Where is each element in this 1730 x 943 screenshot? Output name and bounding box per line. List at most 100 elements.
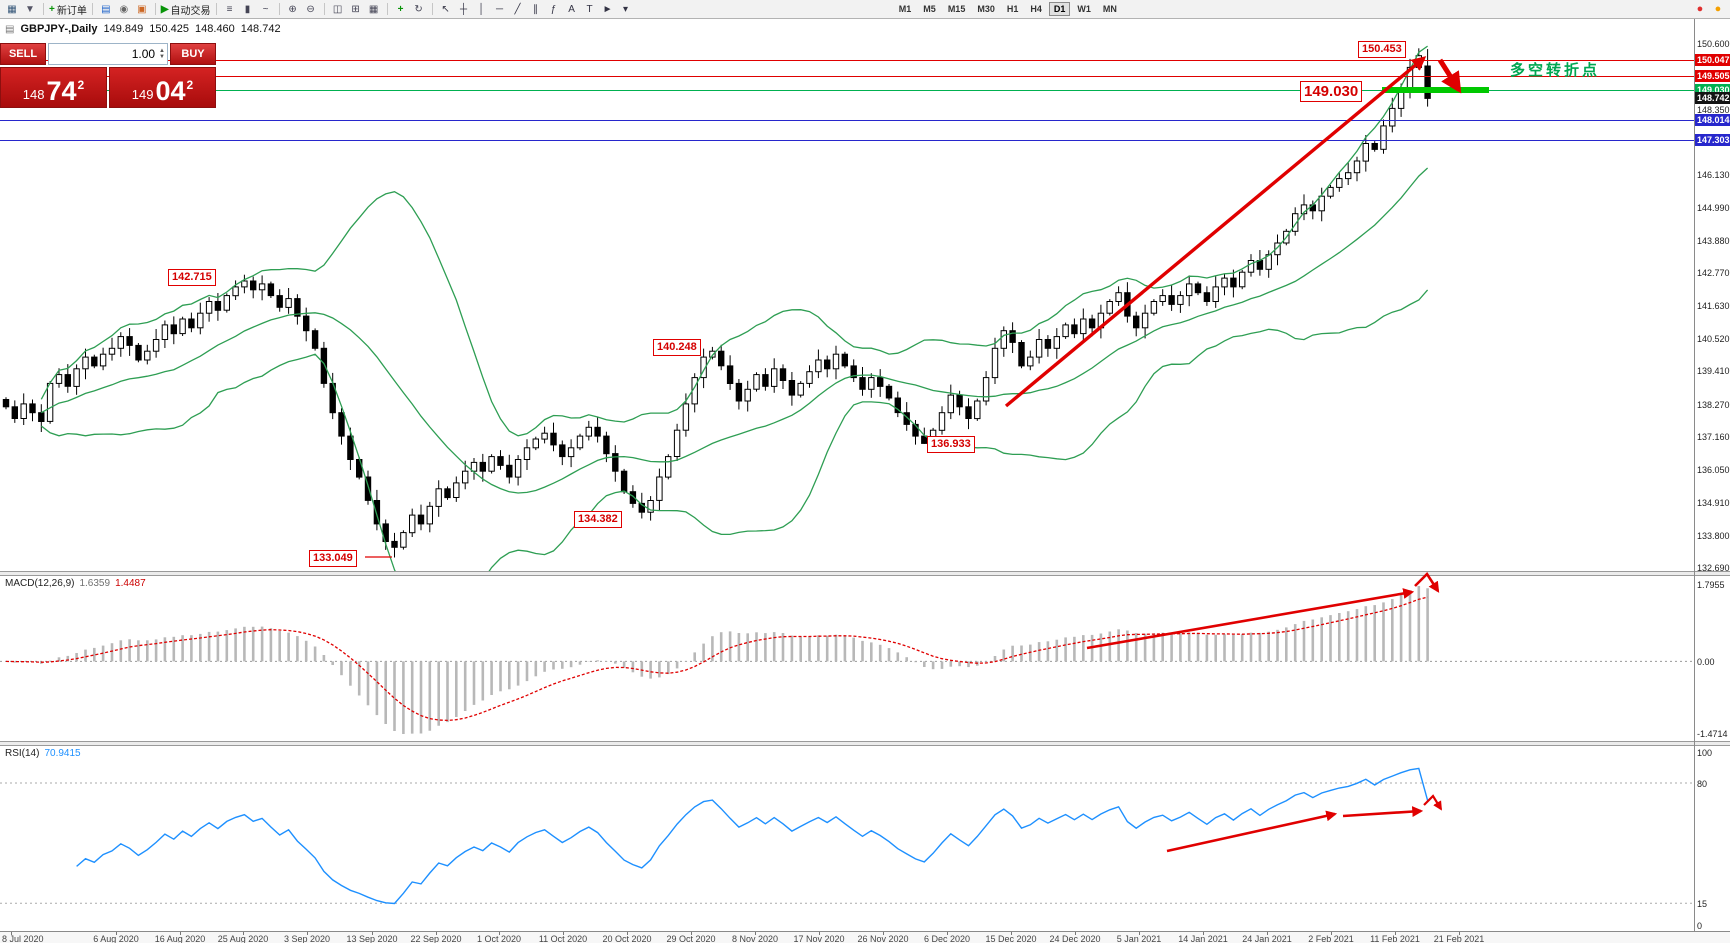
volume-down-icon[interactable]: ▼: [159, 54, 165, 60]
time-label-8: 11 Oct 2020: [538, 934, 588, 943]
time-tick: [1331, 932, 1332, 935]
terminal-icon[interactable]: ▣: [137, 3, 147, 15]
sell-price-button[interactable]: 148 74 2: [0, 67, 107, 108]
shapes-icon[interactable]: ►: [602, 3, 613, 15]
line-chart-icon[interactable]: ~: [262, 3, 269, 15]
axis-tag-148.014: 148.014: [1695, 114, 1730, 126]
hline-149.03[interactable]: [0, 90, 1694, 91]
toolbar: ▦ ▼ + 新订单 ▤ ◉ ▣ ▶ 自动交易 ≡ ▮ ~ ⊕ ⊖ ◫ ⊞ ▦ + ↻ ↖ ┼ │ ─ ╱ ∥ ƒ A T ► ▾ M1 M5 M…: [0, 0, 1730, 19]
price-callout-150.453[interactable]: 150.453: [1358, 41, 1406, 58]
buy-price-button[interactable]: 149 04 2: [109, 67, 216, 108]
price-axis[interactable]: 150.600 148.350 146.130 144.990 143.880 142.7…: [1694, 19, 1730, 931]
zoom-out-icon[interactable]: ⊖: [306, 3, 315, 15]
axis-price-139.410: 139.410: [1697, 366, 1730, 376]
time-tick: [627, 932, 628, 935]
hline-147.303[interactable]: [0, 140, 1694, 141]
axis-price-138.270: 138.270: [1697, 400, 1730, 410]
vertical-line-icon[interactable]: │: [478, 3, 485, 15]
volume-stepper[interactable]: ▲ ▼: [159, 48, 165, 60]
tf-d1[interactable]: D1: [1048, 2, 1071, 16]
refresh-icon[interactable]: ↻: [414, 3, 423, 15]
account-status-icon[interactable]: ●: [1714, 3, 1722, 15]
ohlc-low: 148.460: [195, 23, 235, 35]
time-label-20: 2 Feb 2021: [1308, 934, 1354, 943]
price-callout-134.382[interactable]: 134.382: [574, 511, 622, 528]
volume-input[interactable]: 1.00 ▲ ▼: [48, 43, 168, 65]
label-icon[interactable]: T: [586, 3, 593, 15]
ohlc-close: 148.742: [240, 23, 281, 35]
tf-m15[interactable]: M15: [947, 4, 966, 14]
price-callout-136.933[interactable]: 136.933: [927, 436, 975, 453]
price-callout-149.030[interactable]: 149.030: [1300, 81, 1363, 102]
panel-divider[interactable]: [0, 741, 1730, 746]
crosshair-icon[interactable]: ┼: [460, 3, 468, 15]
cursor-icon[interactable]: ↖: [441, 3, 450, 15]
rsi-indicator-panel[interactable]: RSI(14) 70.9415: [0, 746, 1694, 931]
time-label-9: 20 Oct 2020: [602, 934, 652, 943]
macd-axis-zero: 0.00: [1697, 657, 1715, 667]
tf-m30[interactable]: M30: [977, 4, 995, 14]
axis-tag-149.505: 149.505: [1695, 70, 1730, 82]
tf-m5[interactable]: M5: [923, 4, 936, 14]
fibonacci-icon[interactable]: ƒ: [550, 3, 557, 15]
volume-up-icon[interactable]: ▲: [159, 48, 165, 54]
alert-icon[interactable]: ●: [1696, 3, 1704, 15]
add-indicator-icon[interactable]: +: [397, 3, 404, 15]
profiles-icon[interactable]: ▼: [25, 3, 35, 15]
bar-chart-icon[interactable]: ≡: [226, 3, 233, 15]
axis-tag-150.047: 150.047: [1695, 54, 1730, 66]
rsi-axis-100: 100: [1697, 748, 1713, 758]
sell-button[interactable]: SELL: [0, 43, 46, 65]
tile-windows-icon[interactable]: ◫: [332, 3, 343, 15]
time-tick: [1075, 932, 1076, 935]
tf-mn[interactable]: MN: [1102, 4, 1117, 14]
time-tick: [372, 932, 373, 935]
panel-divider[interactable]: [0, 571, 1730, 576]
candlestick-icon[interactable]: ▮: [244, 3, 251, 15]
market-watch-icon[interactable]: ▤: [101, 3, 111, 15]
channel-icon[interactable]: ∥: [533, 3, 539, 15]
shapes-dropdown-icon[interactable]: ▾: [623, 3, 629, 15]
time-tick: [243, 932, 244, 935]
new-chart-icon[interactable]: ▦: [7, 3, 17, 15]
tf-h4[interactable]: H4: [1030, 4, 1042, 14]
hline-150.047[interactable]: [0, 60, 1694, 61]
trendline-icon[interactable]: ╱: [514, 3, 521, 15]
axis-tag-148.742: 148.742: [1695, 92, 1730, 104]
tf-m1[interactable]: M1: [898, 4, 912, 14]
grid-icon[interactable]: ▦: [368, 3, 379, 15]
text-icon[interactable]: A: [568, 3, 575, 15]
axis-price-148.350: 148.350: [1697, 105, 1730, 115]
hline-148.014[interactable]: [0, 120, 1694, 121]
price-callout-140.248[interactable]: 140.248: [653, 339, 701, 356]
tf-h1[interactable]: H1: [1006, 4, 1019, 14]
time-tick: [883, 932, 884, 935]
chart-note-text[interactable]: 多空转折点: [1510, 62, 1601, 79]
price-callout-133.049[interactable]: 133.049: [309, 550, 357, 567]
time-tick: [1203, 932, 1204, 935]
time-label-0: 8 Jul 2020: [2, 934, 44, 943]
macd-indicator-panel[interactable]: MACD(12,26,9) 1.6359 1.4487: [0, 576, 1694, 741]
horizontal-line-icon[interactable]: ─: [496, 3, 504, 15]
macd-label: MACD(12,26,9) 1.6359 1.4487: [5, 578, 146, 589]
zoom-in-icon[interactable]: ⊕: [288, 3, 297, 15]
price-callout-142.715[interactable]: 142.715: [168, 269, 216, 286]
cascade-windows-icon[interactable]: ⊞: [351, 3, 360, 15]
time-tick: [1459, 932, 1460, 935]
tf-w1[interactable]: W1: [1077, 4, 1091, 14]
time-axis[interactable]: 8 Jul 2020 6 Aug 2020 16 Aug 2020 25 Aug 20…: [0, 931, 1730, 943]
time-label-16: 24 Dec 2020: [1049, 934, 1101, 943]
support-highlight-band[interactable]: [1382, 87, 1489, 93]
autotrading-button[interactable]: ▶ 自动交易: [160, 3, 211, 17]
time-label-21: 11 Feb 2021: [1370, 934, 1420, 943]
main-price-chart[interactable]: 150.453 149.030 142.715 140.248 136.933 134.3…: [0, 19, 1694, 571]
new-order-button[interactable]: + 新订单: [49, 3, 87, 17]
navigator-icon[interactable]: ◉: [119, 3, 129, 15]
time-label-15: 15 Dec 2020: [985, 934, 1037, 943]
time-tick: [11, 932, 12, 935]
axis-price-141.630: 141.630: [1697, 301, 1730, 311]
hline-149.505[interactable]: [0, 76, 1694, 77]
buy-button[interactable]: BUY: [170, 43, 216, 65]
rsi-axis-80: 80: [1697, 779, 1708, 789]
